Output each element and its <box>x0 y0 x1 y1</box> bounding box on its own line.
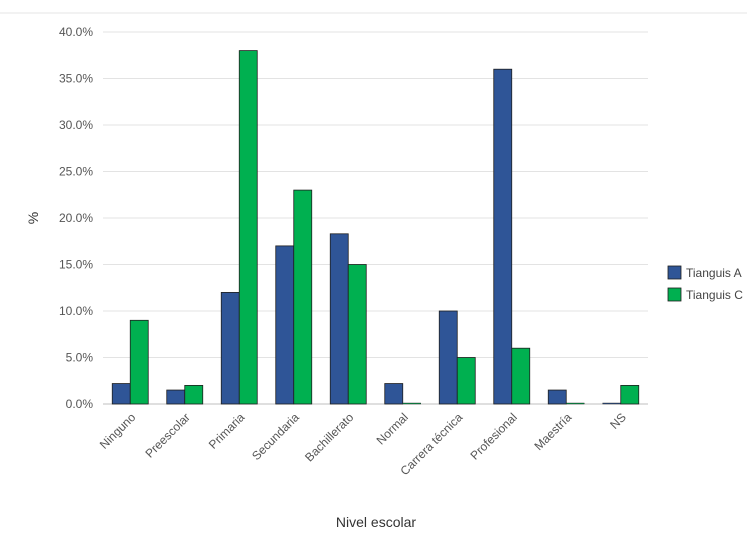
x-axis-title: Nivel escolar <box>336 514 416 530</box>
y-tick-label: 25.0% <box>59 165 93 179</box>
bar <box>220 291 240 405</box>
legend-label: Tianguis A <box>686 266 742 280</box>
y-tick-label: 30.0% <box>59 118 93 132</box>
legend: Tianguis A Tianguis C <box>667 265 743 302</box>
y-tick-label: 15.0% <box>59 258 93 272</box>
bar <box>238 50 258 405</box>
y-axis-ticks: 0.0% 5.0% 10.0% 15.0% 20.0% 25.0% 30.0% 35.0% 40… <box>59 25 93 411</box>
bar <box>384 383 404 405</box>
y-tick-label: 40.0% <box>59 25 93 39</box>
x-axis-categories: Ninguno Preescolar Primaria Secundaria Bachi… <box>97 410 629 478</box>
x-category-label: NS <box>607 410 629 432</box>
bar <box>347 264 367 405</box>
x-category-label: Profesional <box>468 410 520 462</box>
bar <box>402 402 421 405</box>
bar <box>293 189 313 405</box>
bar <box>547 389 567 405</box>
x-category-label: Ninguno <box>97 410 139 452</box>
bars <box>111 50 640 405</box>
x-category-label: Secundaria <box>249 410 302 463</box>
bar <box>438 310 458 405</box>
bar <box>184 384 204 405</box>
y-tick-label: 10.0% <box>59 304 93 318</box>
x-category-label: Normal <box>374 410 411 447</box>
y-tick-label: 35.0% <box>59 72 93 86</box>
bar <box>602 402 621 405</box>
legend-label: Tianguis C <box>686 288 743 302</box>
legend-swatch <box>667 265 682 280</box>
y-tick-label: 5.0% <box>66 351 94 365</box>
y-tick-label: 20.0% <box>59 211 93 225</box>
y-tick-label: 0.0% <box>66 397 94 411</box>
bar <box>566 402 585 405</box>
bar <box>129 319 149 405</box>
bar <box>493 68 513 405</box>
y-axis-title: % <box>25 212 41 224</box>
bar <box>511 347 531 405</box>
x-category-label: Primaria <box>206 410 248 452</box>
bar <box>166 389 186 405</box>
bar <box>275 245 295 405</box>
bar <box>620 384 640 405</box>
x-category-label: Preescolar <box>142 410 192 460</box>
x-category-label: Bachillerato <box>302 410 356 464</box>
x-category-label: Maestría <box>531 410 574 453</box>
bar <box>456 357 476 405</box>
legend-swatch <box>667 287 682 302</box>
bar <box>329 233 349 405</box>
gridlines <box>103 31 648 405</box>
bar <box>111 383 131 405</box>
